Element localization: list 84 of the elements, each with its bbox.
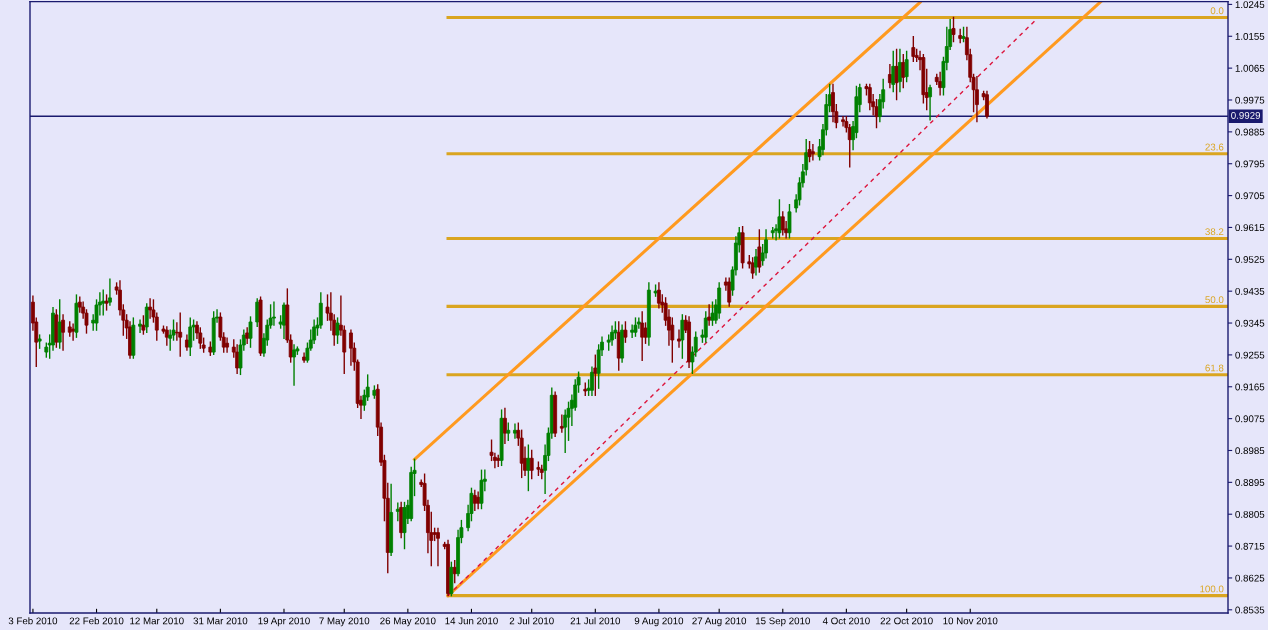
candlestick	[225, 337, 230, 353]
y-tick-label: 0.9435	[1235, 287, 1265, 295]
series-label: 0.0	[1210, 7, 1224, 15]
y-tick-label: 0.9075	[1235, 415, 1265, 423]
candlestick	[61, 314, 65, 351]
series-label: 61.8	[1205, 364, 1224, 372]
y-tick-label: 0.8985	[1235, 447, 1265, 455]
y-tick-label: 0.9705	[1235, 192, 1265, 200]
candlestick	[928, 84, 932, 121]
candlestick	[630, 324, 635, 338]
candlestick	[757, 229, 762, 273]
ref-line-label: 0.9929	[1231, 112, 1261, 119]
y-tick-label: 1.0155	[1235, 33, 1265, 40]
candlestick	[272, 301, 276, 326]
y-tick-label: 0.8895	[1235, 479, 1265, 486]
candlestick	[787, 204, 792, 239]
candlestick	[874, 98, 879, 129]
series-label: 100.0	[1200, 585, 1224, 593]
y-tick-label: 0.9345	[1235, 319, 1265, 327]
y-tick-label: 0.8535	[1235, 606, 1265, 614]
candlestick	[436, 527, 440, 567]
y-tick-label: 0.9165	[1235, 383, 1265, 391]
candlestick	[178, 312, 183, 357]
candlestick	[292, 344, 296, 386]
candlestick	[248, 316, 253, 348]
series-label: 50.0	[1205, 296, 1224, 304]
candlestick	[904, 50, 909, 83]
candlestick	[526, 444, 531, 492]
x-tick-label: 10 Nov 2010	[943, 617, 998, 625]
series-label: 23.6	[1205, 143, 1224, 151]
x-tick-label: 15 Sep 2010	[755, 617, 810, 627]
y-tick-label: 0.8805	[1235, 510, 1265, 518]
y-tick-label: 0.9885	[1235, 128, 1265, 136]
y-tick-label: 0.9255	[1235, 351, 1265, 359]
x-tick-label: 26 May 2010	[380, 617, 436, 627]
candlestick	[245, 327, 250, 344]
x-tick-label: 31 Mar 2010	[193, 617, 248, 625]
candlestick	[640, 311, 645, 361]
x-tick-label: 14 Jun 2010	[445, 617, 498, 625]
candlestick	[894, 48, 899, 101]
candlestick	[138, 319, 142, 333]
x-tick-label: 2 Jul 2010	[509, 617, 554, 625]
y-tick-label: 0.9795	[1235, 160, 1265, 168]
candlestick	[302, 352, 307, 363]
candlestick	[975, 75, 979, 123]
candlestick	[777, 199, 782, 239]
series-label: 38.2	[1205, 228, 1224, 236]
y-tick-label: 0.9975	[1235, 96, 1265, 104]
x-tick-label: 22 Feb 2010	[69, 617, 124, 625]
y-tick-label: 1.0065	[1235, 64, 1265, 72]
candlestick	[335, 317, 340, 344]
x-tick-label: 27 Aug 2010	[692, 617, 747, 627]
candlestick	[633, 317, 638, 337]
candlestick	[707, 304, 712, 326]
x-tick-label: 4 Oct 2010	[822, 617, 870, 625]
y-tick-label: 0.8715	[1235, 542, 1265, 550]
candlestick	[727, 277, 732, 307]
y-tick-label: 1.0245	[1235, 1, 1265, 9]
x-tick-label: 22 Oct 2010	[880, 617, 933, 625]
candlestick	[513, 423, 517, 439]
candlestick	[559, 414, 564, 433]
y-tick-label: 0.9525	[1235, 256, 1265, 263]
x-tick-label: 21 Jul 2010	[570, 617, 621, 625]
x-tick-label: 3 Feb 2010	[8, 617, 58, 625]
candlestick	[590, 366, 594, 396]
y-tick-label: 0.8625	[1235, 574, 1265, 582]
x-tick-label: 19 Apr 2010	[258, 617, 310, 627]
candlestick	[951, 16, 956, 43]
candlestick	[623, 321, 628, 343]
candlestick	[529, 449, 534, 480]
candlestick	[643, 322, 648, 344]
candlestick	[985, 90, 989, 119]
candlestick	[148, 298, 153, 319]
candlestick	[677, 329, 681, 348]
candlestick	[807, 141, 812, 163]
candlestick	[810, 143, 815, 161]
y-tick-label: 0.9615	[1235, 224, 1265, 232]
x-tick-label: 9 Aug 2010	[634, 617, 684, 627]
candlestick	[174, 322, 179, 341]
x-tick-label: 7 May 2010	[319, 617, 370, 627]
candlestick	[108, 278, 112, 306]
x-tick-label: 12 Mar 2010	[130, 617, 184, 625]
candlestick	[710, 301, 715, 326]
candlestick	[780, 211, 785, 236]
